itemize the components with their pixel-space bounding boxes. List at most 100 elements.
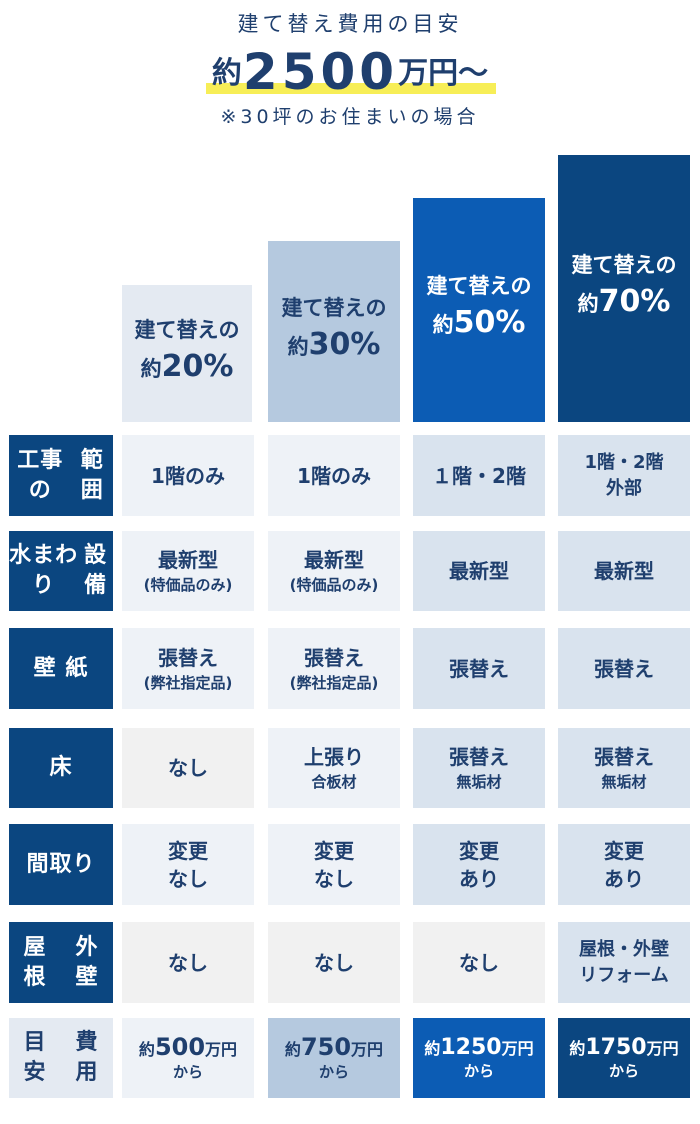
cost-cell: 約500万円 から — [122, 1018, 254, 1098]
cell-main-text: 最新型 — [158, 548, 218, 572]
table-cell: 張替え 無垢材 — [413, 728, 545, 808]
table-cell: なし — [122, 728, 254, 808]
cost-amount: 約500万円 — [139, 1033, 237, 1061]
cost-number: 750 — [300, 1033, 352, 1061]
tier-label: 建て替えの — [571, 252, 677, 277]
row-header-line: 壁 紙 — [33, 655, 89, 681]
cell-main-text: 1階のみ — [297, 463, 371, 488]
table-cell: なし — [268, 922, 400, 1003]
header: 建て替え費用の目安 約 2500 万円～ ※30坪のお住まいの場合 — [0, 0, 700, 140]
cell-sub-text: 合板材 — [311, 773, 357, 791]
row-header: 床 — [9, 728, 113, 808]
cost-unit: 万円 — [646, 1038, 679, 1058]
price-note: ※30坪のお住まいの場合 — [220, 106, 480, 128]
cell-main-text: 1階のみ — [151, 463, 225, 488]
row-header: 間取り — [9, 824, 113, 905]
tier-percent-prefix: 約 — [577, 291, 599, 316]
cell-main-text: あり — [604, 866, 644, 891]
tier-percent-prefix: 約 — [287, 334, 309, 359]
table-cell: １階・2階 — [413, 435, 545, 516]
cell-sub-text: (弊社指定品) — [143, 673, 233, 692]
tier-1: 建て替えの 約20% — [122, 285, 252, 422]
row-header-line: 水まわり — [9, 543, 79, 598]
cell-main-text: なし — [459, 950, 499, 975]
cell-sub-text: (特価品のみ) — [289, 576, 379, 594]
table-cell: 変更 なし — [122, 824, 254, 905]
table-cell: 1階のみ — [122, 435, 254, 516]
cost-amount: 約1750万円 — [569, 1035, 678, 1060]
row-header-line: 工事の — [17, 447, 64, 503]
cell-main-text: なし — [314, 950, 354, 975]
tier-3: 建て替えの 約50% — [413, 198, 545, 422]
row-header-line: 目 安 — [23, 1030, 47, 1085]
cell-main-text: １階・2階 — [432, 463, 526, 488]
tier-4: 建て替えの約70% — [558, 155, 690, 422]
cell-main-text: なし — [314, 866, 354, 891]
table-cell: 最新型 — [413, 531, 545, 611]
table-cell: 張替え — [413, 628, 545, 709]
cell-main-text: 変更 — [314, 838, 354, 863]
cell-main-text: 張替え — [594, 656, 654, 681]
table-cell: 張替え (弊社指定品) — [268, 628, 400, 709]
tier-percent: 約70% — [578, 280, 671, 328]
table-cell: 変更 あり — [413, 824, 545, 905]
row-header-line: 床 — [49, 755, 73, 780]
row-header-line: 設備 — [84, 543, 108, 598]
table-cell: 変更 なし — [268, 824, 400, 905]
cell-main-text: 張替え — [158, 645, 218, 670]
price-prefix: 約 — [211, 56, 243, 91]
cell-main-text: 張替え — [449, 745, 509, 769]
cost-prefix: 約 — [138, 1040, 155, 1059]
price-headline: 約 2500 万円～ — [0, 40, 700, 98]
table-cell: 1階・2階 外部 — [558, 435, 690, 516]
cost-suffix: から — [318, 1063, 349, 1081]
row-header-line: 屋 根 — [23, 934, 47, 990]
cost-unit: 万円 — [205, 1040, 238, 1059]
tier-percent-value: 50% — [453, 305, 526, 340]
cell-sub-text: 屋根・外壁 — [579, 938, 669, 960]
cell-main-text: なし — [168, 866, 208, 891]
cost-number: 1250 — [440, 1034, 502, 1060]
cell-sub-text: 無垢材 — [601, 773, 647, 791]
cost-amount: 約1250万円 — [424, 1035, 533, 1060]
row-header: 水まわり 設備 — [9, 531, 113, 611]
cell-main-text: 変更 — [604, 838, 644, 863]
cell-main-text: なし — [168, 756, 208, 780]
cell-main-text: あり — [459, 866, 499, 891]
row-header: 屋 根外 壁 — [9, 922, 113, 1003]
tier-percent-prefix: 約 — [140, 356, 162, 381]
cost-number: 500 — [154, 1033, 206, 1061]
row-header: 壁 紙 — [9, 628, 113, 709]
cost-suffix: から — [172, 1063, 203, 1081]
table-cell: 上張り 合板材 — [268, 728, 400, 808]
table-cell: 最新型 — [558, 531, 690, 611]
highlight-underline — [205, 83, 497, 94]
row-header-line: 間取り — [26, 851, 96, 877]
cell-main-text: なし — [168, 950, 208, 975]
table-cell: 張替え — [558, 628, 690, 709]
table-cell: なし — [122, 922, 254, 1003]
cost-amount: 約750万円 — [285, 1033, 383, 1061]
tier-label: 建て替えの — [134, 317, 240, 342]
tier-2: 建て替えの 約30% — [268, 241, 400, 422]
cost-prefix: 約 — [424, 1038, 441, 1058]
tier-percent: 約50% — [433, 301, 526, 349]
table-cell: 変更 あり — [558, 824, 690, 905]
table-cell: 張替え 無垢材 — [558, 728, 690, 808]
tier-percent-prefix: 約 — [432, 313, 454, 337]
cost-cell: 約1750万円 から — [558, 1018, 690, 1098]
tier-percent-value: 70% — [598, 283, 671, 319]
cost-unit: 万円 — [501, 1038, 534, 1058]
table-cell: 最新型 (特価品のみ) — [122, 531, 254, 611]
tier-label: 建て替えの — [281, 295, 387, 320]
table-cell: 最新型 (特価品のみ) — [268, 531, 400, 611]
cell-main-text: 張替え — [304, 645, 364, 670]
cost-unit: 万円 — [351, 1040, 384, 1059]
row-header-cost: 目 安費 用 — [9, 1018, 113, 1098]
price-unit: 万円～ — [398, 56, 489, 91]
cell-sub-text: リフォーム — [579, 964, 669, 986]
cost-cell: 約750万円から — [268, 1018, 400, 1098]
row-header: 工事の 範囲 — [9, 435, 113, 516]
cell-main-text: 最新型 — [594, 559, 654, 583]
table-cell: 張替え (弊社指定品) — [122, 628, 254, 709]
